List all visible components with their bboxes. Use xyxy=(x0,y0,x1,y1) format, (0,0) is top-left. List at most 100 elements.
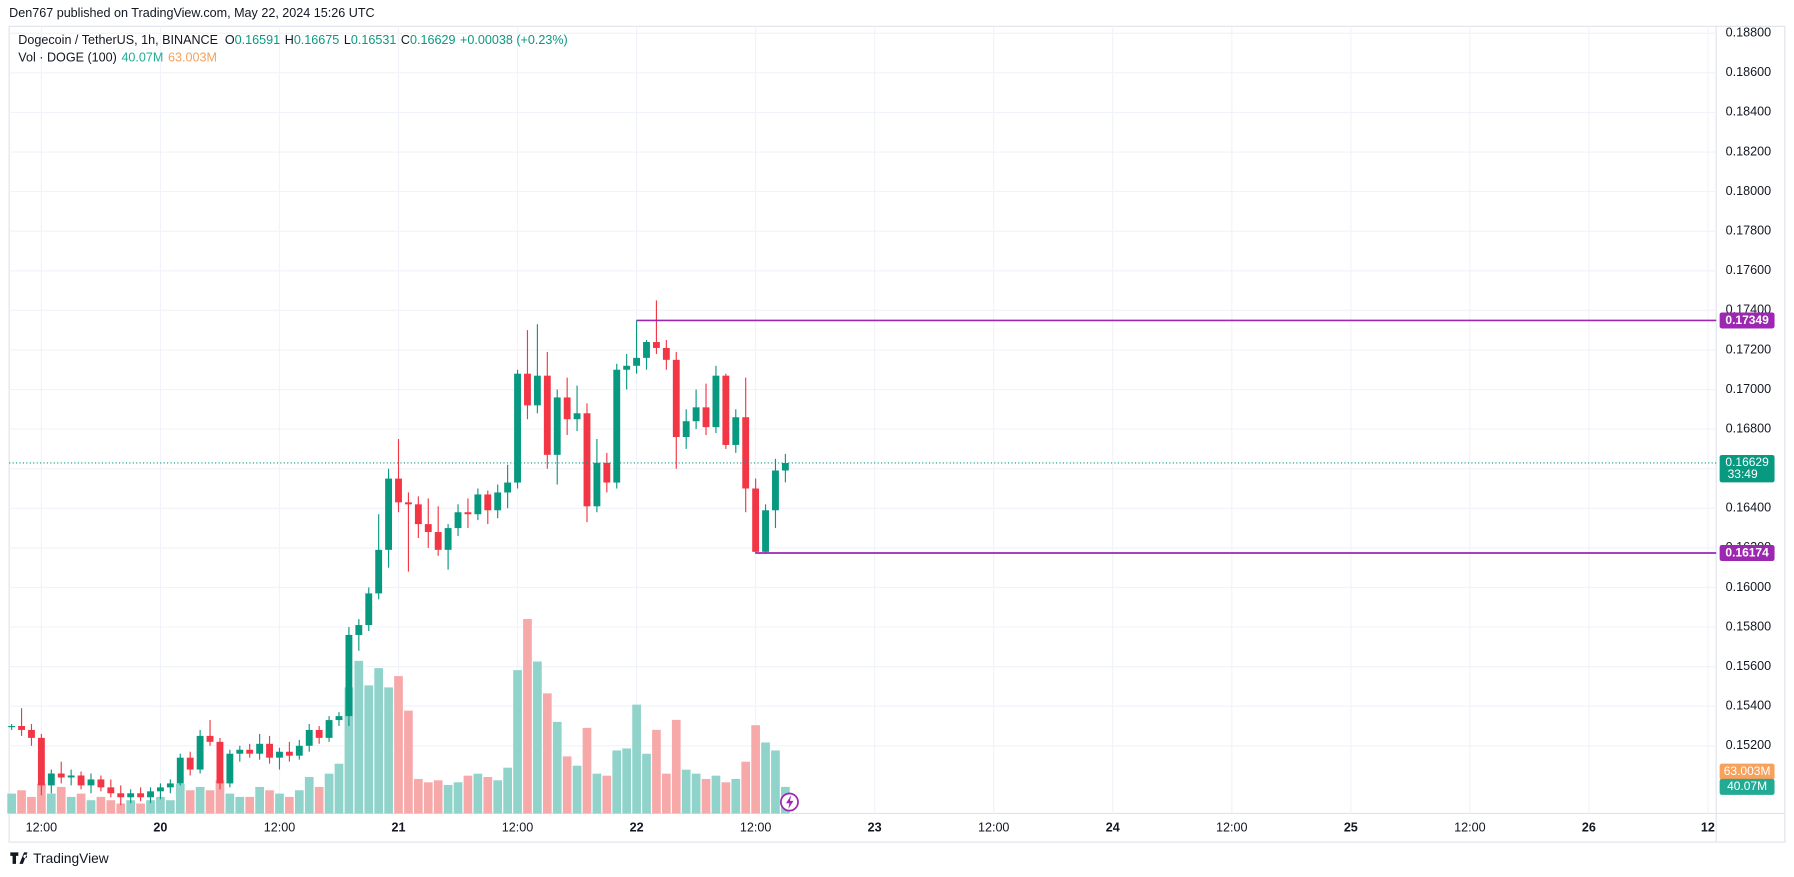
legend-value: 0.16629 xyxy=(410,34,455,48)
volume-bar xyxy=(394,676,403,814)
volume-bar xyxy=(205,790,215,814)
candle-body xyxy=(752,488,760,552)
x-tick-label: 12:00 xyxy=(264,821,295,835)
y-tick-label: 0.18800 xyxy=(1726,26,1771,40)
level-label: 0.17349 xyxy=(1725,313,1769,327)
x-tick-label: 26 xyxy=(1582,821,1596,835)
candle-body xyxy=(147,791,154,798)
candle-body xyxy=(672,359,680,438)
y-tick-label: 0.17000 xyxy=(1726,382,1771,396)
volume-bar xyxy=(215,780,225,814)
candle-body xyxy=(702,407,710,428)
last-price-label: 0.16629 xyxy=(1725,455,1769,469)
legend-key: O xyxy=(225,34,235,48)
publisher-note: Den767 published on TradingView.com, May… xyxy=(9,6,374,20)
candle-body xyxy=(533,375,541,406)
volume-bar xyxy=(483,776,493,814)
candle-body xyxy=(345,634,353,717)
candle-body xyxy=(623,365,631,370)
candle-body xyxy=(742,417,750,489)
legend-volume-last: 40.07M xyxy=(121,51,163,65)
volume-bar xyxy=(384,687,393,814)
candle-body xyxy=(206,735,214,742)
volume-bar xyxy=(334,763,344,814)
level-label-box xyxy=(1719,312,1775,329)
legend-key: C xyxy=(401,34,410,48)
candle-body xyxy=(414,504,422,525)
x-tick-label: 25 xyxy=(1344,821,1358,835)
volume-bar xyxy=(761,742,770,814)
volume-bar xyxy=(324,773,334,814)
level-label: 0.16174 xyxy=(1725,546,1769,560)
candle-body xyxy=(107,787,115,794)
volume-bar xyxy=(37,783,46,814)
y-tick-label: 0.17800 xyxy=(1726,224,1771,238)
candle-body xyxy=(633,357,641,366)
volume-bar xyxy=(285,796,294,814)
volume-bar xyxy=(592,773,602,814)
volume-bar xyxy=(652,729,661,814)
candle-body xyxy=(484,494,492,511)
volume-bar xyxy=(225,793,235,814)
candle-body xyxy=(97,779,105,788)
x-tick-label: 12:00 xyxy=(1454,821,1485,835)
volume-bar xyxy=(513,670,522,814)
candle-body xyxy=(186,757,194,770)
candle-body xyxy=(117,793,125,798)
volume-bar xyxy=(691,773,701,814)
volume-bar xyxy=(503,767,512,814)
candle-body xyxy=(28,729,35,738)
candle-body xyxy=(593,462,601,507)
legend-symbol: Dogecoin / TetherUS, 1h, BINANCE xyxy=(18,34,218,48)
volume-bar xyxy=(473,773,483,814)
countdown-label: 33:49 xyxy=(1728,467,1758,481)
volume-bar xyxy=(562,756,572,814)
volume-bar xyxy=(245,796,255,814)
volume-bar xyxy=(374,668,384,814)
volume-bar xyxy=(602,775,612,814)
volume-bar xyxy=(185,790,195,814)
y-tick-label: 0.18600 xyxy=(1726,65,1771,79)
candle-body xyxy=(434,532,442,550)
x-tick-label: 12:00 xyxy=(740,821,771,835)
volume-bar xyxy=(76,793,86,814)
candle-body xyxy=(573,413,581,420)
volume-bar xyxy=(414,778,423,814)
candle-body xyxy=(692,407,700,422)
candle-body xyxy=(404,502,412,505)
volume-bar xyxy=(533,661,542,814)
volume-bar xyxy=(711,775,721,814)
volume-bar xyxy=(741,761,751,814)
x-tick-label: 23 xyxy=(868,821,882,835)
y-tick-label: 0.16000 xyxy=(1726,580,1771,594)
candle-body xyxy=(305,729,313,746)
volume-bar xyxy=(17,790,26,814)
candle-body xyxy=(772,470,779,511)
legend-value: 0.16591 xyxy=(235,34,280,48)
legend-volume-ma: 63.003M xyxy=(168,51,217,65)
volume-bar xyxy=(7,793,16,814)
volume-bar xyxy=(721,782,731,814)
plot xyxy=(7,26,1717,814)
volume-bar xyxy=(136,803,145,814)
legend-volume-name: Vol · DOGE (100) xyxy=(18,51,117,65)
x-tick-label: 12:00 xyxy=(502,821,533,835)
candle-body xyxy=(524,373,531,406)
last-price-box xyxy=(1719,454,1775,483)
candle-body xyxy=(216,741,224,784)
candle-body xyxy=(47,773,55,786)
y-tick-label: 0.15400 xyxy=(1726,699,1771,713)
volume-bar xyxy=(56,786,66,814)
legend-key: L xyxy=(344,34,351,48)
volume-bar xyxy=(493,780,503,814)
volume-bar xyxy=(304,776,314,814)
legend-value: 0.16675 xyxy=(294,34,339,48)
brand-name: TradingView xyxy=(33,851,109,866)
volume-last-box xyxy=(1719,778,1775,795)
candle-body xyxy=(652,342,660,348)
candle-body xyxy=(8,726,16,728)
candle-body xyxy=(553,397,561,455)
volume-bar xyxy=(582,727,592,814)
candle-body xyxy=(424,524,432,533)
